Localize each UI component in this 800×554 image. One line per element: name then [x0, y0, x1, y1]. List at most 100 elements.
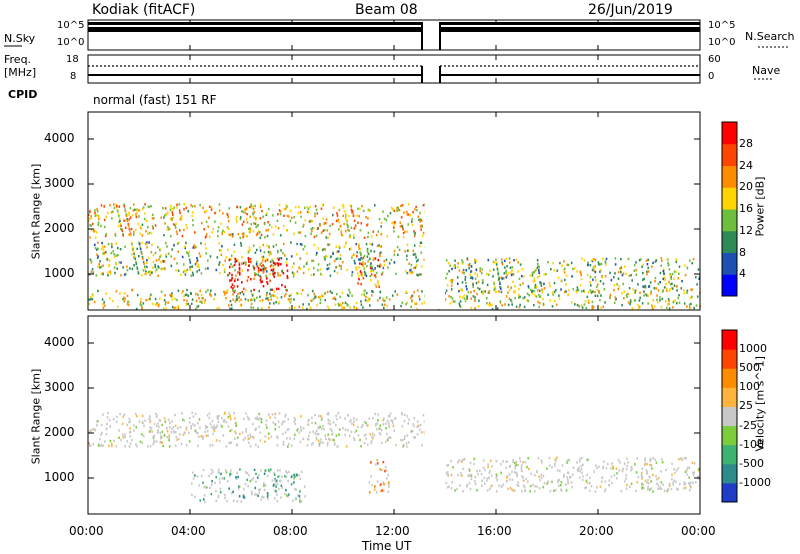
heatmap-cell: [164, 222, 166, 225]
heatmap-cell: [328, 262, 331, 266]
heatmap-cell: [91, 428, 94, 431]
heatmap-cell: [697, 268, 700, 271]
heatmap-cell: [129, 420, 131, 423]
heatmap-cell: [676, 302, 678, 305]
heatmap-cell: [284, 413, 287, 416]
heatmap-cell: [286, 428, 289, 431]
heatmap-cell: [120, 227, 122, 231]
heatmap-cell: [293, 481, 295, 484]
heatmap-cell: [218, 306, 220, 310]
heatmap-cell: [288, 306, 291, 310]
heatmap-cell: [309, 431, 311, 434]
heatmap-cell: [660, 257, 663, 260]
heatmap-cell: [372, 290, 374, 294]
heatmap-cell: [122, 436, 124, 439]
heatmap-cell: [115, 242, 117, 245]
heatmap-cell: [415, 205, 417, 209]
heatmap-cell: [296, 270, 299, 273]
heatmap-cell: [329, 255, 332, 259]
heatmap-cell: [324, 222, 327, 225]
heatmap-cell: [228, 412, 230, 415]
heatmap-cell: [451, 281, 453, 284]
heatmap-cell: [176, 203, 178, 206]
heatmap-cell: [97, 247, 99, 250]
heatmap-cell: [248, 441, 250, 444]
heatmap-cell: [252, 213, 255, 216]
heatmap-cell: [246, 415, 249, 418]
heatmap-cell: [272, 245, 275, 248]
heatmap-cell: [131, 214, 134, 217]
heatmap-cell: [113, 253, 115, 256]
heatmap-cell: [159, 249, 161, 252]
heatmap-cell: [587, 261, 589, 264]
heatmap-cell: [196, 257, 198, 260]
heatmap-cell: [258, 230, 260, 233]
heatmap-cell: [568, 289, 570, 292]
heatmap-cell: [301, 243, 303, 246]
heatmap-cell: [365, 216, 367, 219]
heatmap-cell: [276, 219, 279, 222]
heatmap-cell: [689, 488, 691, 492]
heatmap-cell: [217, 230, 219, 233]
heatmap-cell: [202, 297, 204, 300]
heatmap-cell: [118, 261, 121, 264]
heatmap-cell: [349, 434, 351, 437]
heatmap-cell: [495, 476, 498, 479]
power-colorbar-tick: 4: [739, 267, 746, 281]
heatmap-cell: [534, 490, 536, 493]
heatmap-cell: [227, 274, 229, 277]
heatmap-cell: [319, 268, 322, 271]
heatmap-cell: [639, 296, 641, 300]
heatmap-cell: [182, 289, 184, 293]
heatmap-cell: [205, 434, 208, 437]
heatmap-cell: [190, 204, 192, 207]
heatmap-cell: [491, 303, 493, 306]
heatmap-cell: [338, 433, 340, 436]
heatmap-cell: [200, 474, 203, 478]
heatmap-cell: [385, 296, 388, 299]
heatmap-cell: [533, 289, 535, 293]
heatmap-cell: [218, 209, 221, 212]
heatmap-cell: [559, 484, 562, 487]
heatmap-cell: [621, 469, 624, 473]
heatmap-cell: [239, 216, 242, 219]
heatmap-cell: [122, 298, 124, 301]
heatmap-cell: [391, 294, 394, 297]
heatmap-cell: [461, 271, 464, 274]
heatmap-cell: [293, 232, 295, 236]
heatmap-cell: [599, 270, 601, 273]
heatmap-cell: [335, 414, 337, 418]
heatmap-cell: [138, 243, 141, 246]
heatmap-cell: [353, 259, 356, 262]
heatmap-cell: [354, 262, 356, 265]
heatmap-cell: [353, 227, 356, 230]
heatmap-cell: [371, 265, 373, 268]
heatmap-cell: [116, 415, 118, 419]
heatmap-cell: [117, 210, 119, 213]
heatmap-cell: [314, 212, 316, 215]
heatmap-cell: [316, 304, 318, 307]
heatmap-cell: [238, 495, 241, 498]
heatmap-cell: [339, 225, 342, 228]
heatmap-cell: [376, 244, 379, 248]
heatmap-cell: [298, 494, 301, 498]
heatmap-cell: [116, 267, 119, 270]
heatmap-cell: [521, 475, 523, 478]
heatmap-cell: [567, 481, 569, 484]
heatmap-cell: [109, 425, 112, 428]
heatmap-cell: [660, 481, 663, 484]
heatmap-cell: [103, 245, 106, 248]
heatmap-cell: [273, 471, 275, 475]
heatmap-cell: [256, 248, 258, 252]
heatmap-cell: [141, 241, 143, 245]
heatmap-cell: [141, 433, 143, 436]
heatmap-cell: [119, 412, 121, 416]
heatmap-cell: [492, 260, 495, 264]
heatmap-cell: [214, 211, 216, 215]
heatmap-cell: [375, 275, 377, 279]
heatmap-cell: [136, 265, 138, 269]
heatmap-cell: [190, 274, 193, 277]
heatmap-cell: [230, 303, 233, 307]
heatmap-cell: [112, 250, 114, 253]
heatmap-cell: [520, 466, 523, 469]
